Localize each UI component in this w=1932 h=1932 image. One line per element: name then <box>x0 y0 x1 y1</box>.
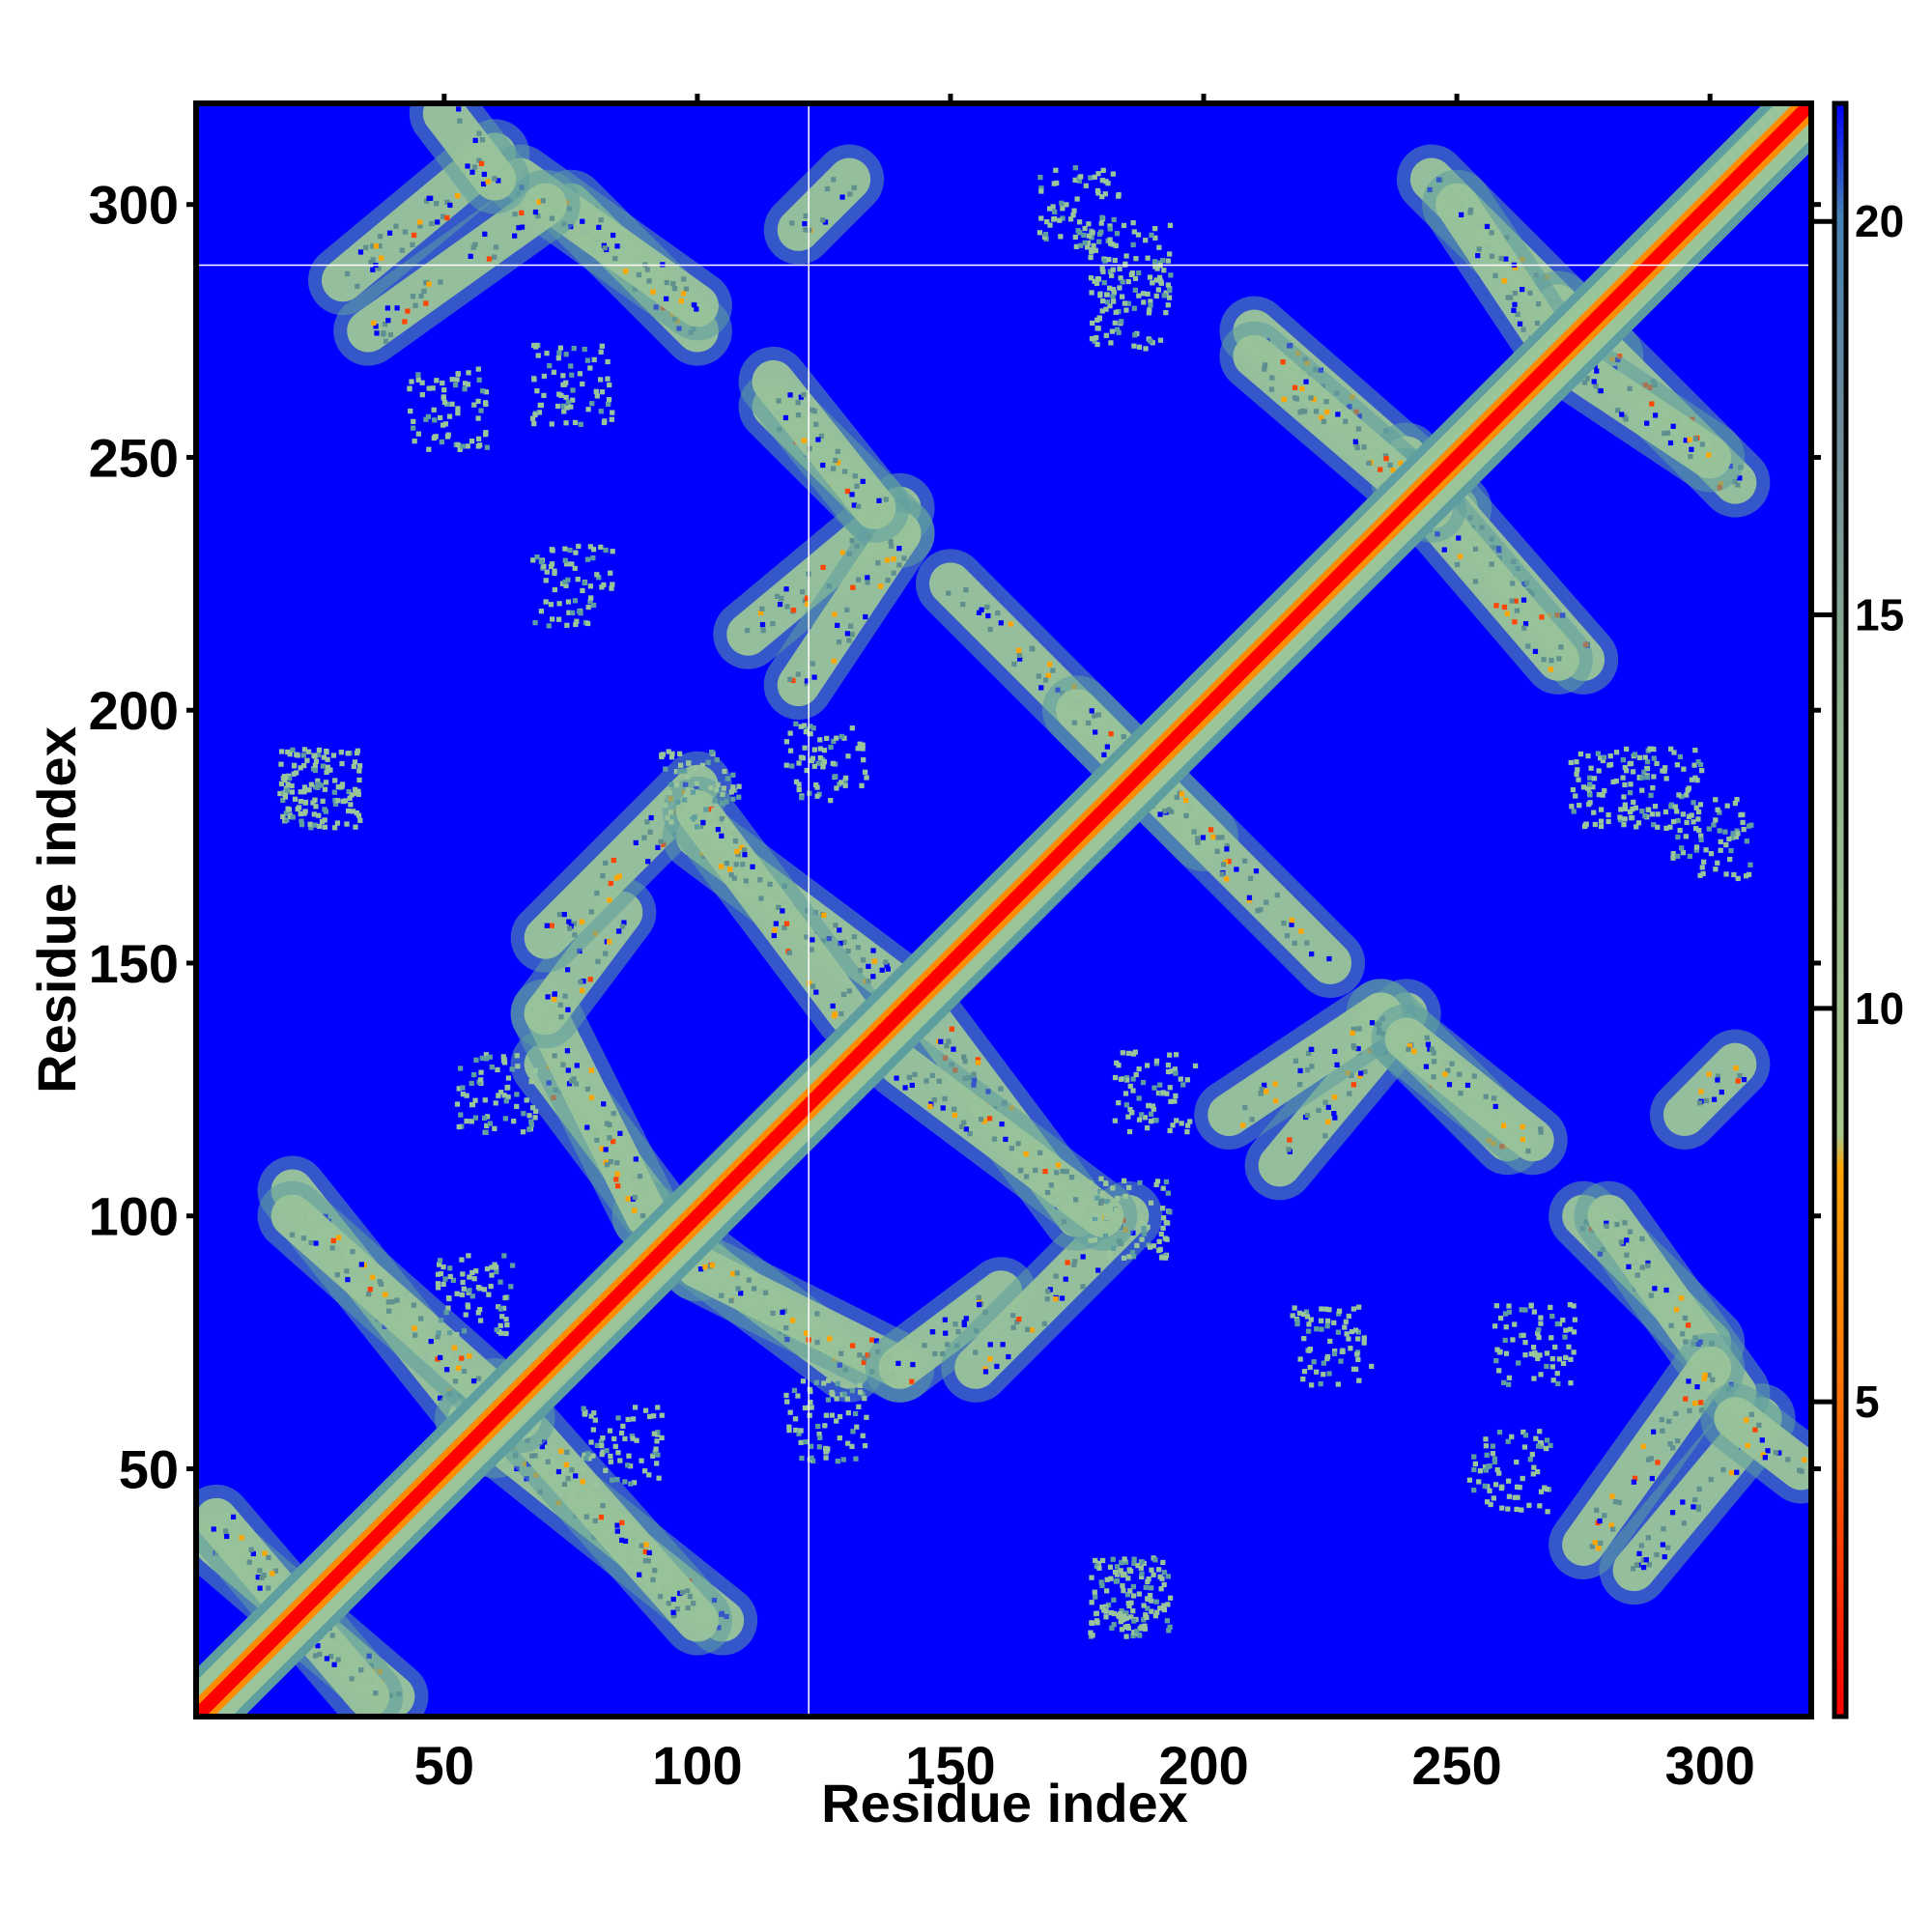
contact-blob-11 <box>783 721 869 804</box>
x-axis-title: Residue index <box>821 1773 1188 1833</box>
contact-blob-7 <box>1492 1301 1577 1387</box>
x-tick-label-250: 250 <box>1411 1735 1501 1796</box>
contact-band-6-mirror <box>510 877 657 1049</box>
colorbar-tick-label-10: 10 <box>1855 983 1904 1034</box>
colorbar-ticks: 5 10 15 20 <box>1814 196 1904 1427</box>
contact-blob-4-mirror <box>278 747 363 831</box>
y-tick-label-200: 200 <box>89 680 179 741</box>
contact-blob-12 <box>454 1052 539 1135</box>
contact-blob-5-mirror <box>530 543 615 629</box>
diagonal-core <box>196 103 1811 1717</box>
plot-area <box>193 100 1814 1719</box>
x-tick-label-100: 100 <box>652 1735 742 1796</box>
contact-blob-6-mirror <box>407 366 490 452</box>
y-tick-label-250: 250 <box>89 427 179 488</box>
contact-band-24-mirror <box>409 103 530 214</box>
contact-band-9 <box>865 1029 1138 1251</box>
contact-blob-3-mirror <box>1568 746 1651 830</box>
y-axis-ticks: 50 100 150 200 250 300 <box>89 175 1821 1499</box>
contact-layer <box>196 103 1811 1717</box>
contact-blob-1-mirror <box>1089 1555 1173 1639</box>
contact-blob-10-mirror <box>435 1253 516 1338</box>
contact-band-22 <box>1548 1332 1746 1580</box>
colorbar-gradient <box>1832 100 1849 1719</box>
y-tick-label-300: 300 <box>89 175 179 236</box>
self-contact-diagonal <box>196 103 1811 1717</box>
contact-blob-7-mirror <box>529 342 615 427</box>
y-axis-title: Residue index <box>26 726 87 1094</box>
contact-blob-9-mirror <box>1037 165 1122 250</box>
contact-band-19-mirror <box>763 497 935 721</box>
contact-band-20-mirror <box>738 346 910 543</box>
colorbar: 5 10 15 20 <box>1814 100 1904 1719</box>
y-tick-label-150: 150 <box>89 933 179 994</box>
contact-blob-2 <box>1088 1176 1173 1262</box>
contact-blob-5 <box>1290 1304 1375 1388</box>
contact-blob-10 <box>581 1405 665 1488</box>
y-tick-label-50: 50 <box>119 1438 179 1499</box>
y-tick-label-100: 100 <box>89 1186 179 1247</box>
contact-blob-4 <box>1088 1556 1174 1639</box>
colorbar-tick-label-5: 5 <box>1855 1377 1880 1427</box>
contact-blob-6 <box>1466 1429 1553 1515</box>
contact-blob-11-mirror <box>1112 1049 1199 1135</box>
contact-band-9-mirror <box>662 776 885 1049</box>
contact-blob-2-mirror <box>659 749 742 832</box>
contact-band-20 <box>1371 1004 1568 1176</box>
colorbar-tick-label-20: 20 <box>1855 196 1904 246</box>
contact-band-22-mirror <box>333 169 581 366</box>
contact-blob-8 <box>1621 746 1705 832</box>
x-axis-ticks: 50 100 150 200 250 300 <box>414 94 1755 1796</box>
contact-blob-9 <box>1670 797 1754 882</box>
x-tick-label-300: 300 <box>1664 1735 1754 1796</box>
x-tick-label-150: 150 <box>905 1735 995 1796</box>
contact-band-24 <box>1700 1383 1811 1504</box>
contact-band-23-mirror <box>763 144 885 265</box>
plot-frame <box>193 100 1814 1719</box>
guide-lines <box>196 103 1811 1717</box>
colorbar-tick-label-15: 15 <box>1855 590 1904 640</box>
contact-band-6 <box>865 1257 1037 1403</box>
x-tick-label-50: 50 <box>414 1735 474 1796</box>
x-tick-label-200: 200 <box>1158 1735 1248 1796</box>
contact-band-5-mirror <box>510 979 682 1251</box>
contact-band-23 <box>1649 1029 1771 1151</box>
